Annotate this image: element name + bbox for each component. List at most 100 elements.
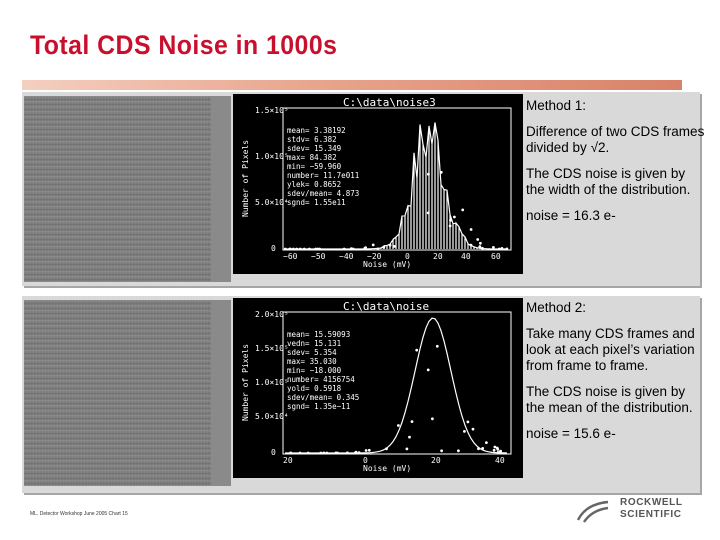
method2-panel: C:\data\noise Number of Pixels Noise (mV… [22, 296, 700, 493]
histogram-dot [481, 446, 485, 450]
method2-text: Method 2: Take many CDS frames and look … [526, 300, 706, 452]
histogram-dot [480, 246, 484, 250]
histogram-dot [430, 417, 434, 421]
histogram-dot [385, 447, 388, 451]
x-tick: 20 [431, 456, 441, 465]
method2-histogram-svg [282, 311, 512, 455]
histogram-dot [405, 447, 409, 451]
image-edge-strip [211, 96, 231, 282]
y-tick: 1.5×10⁵ [255, 344, 289, 353]
stat-line: number= 11.7e011 [287, 171, 360, 180]
histogram-dot [466, 420, 470, 424]
histogram-dot [426, 211, 430, 215]
histogram-dot [471, 427, 475, 431]
stat-line: vedn= 15.131 [287, 339, 342, 348]
slide-footer: ML. Detector Workshop June 2005 Chart 15 [30, 511, 128, 517]
x-tick: 40 [495, 456, 505, 465]
image-edge-strip [211, 300, 231, 486]
logo-mark-icon [576, 500, 609, 523]
histogram-dot [298, 451, 302, 455]
histogram-dot [497, 247, 501, 251]
y-tick: 1.0×10⁵ [255, 152, 289, 161]
plot-title: C:\data\noise [343, 300, 430, 313]
histogram-dot [371, 243, 375, 247]
method1-histogram-svg [282, 107, 512, 251]
stat-line: max= 84.382 [287, 153, 337, 162]
x-tick: 60 [491, 252, 501, 261]
histogram-dot [283, 247, 287, 251]
histogram-dot [477, 447, 480, 451]
histogram-dot [364, 449, 368, 452]
plot-title: C:\data\noise3 [343, 96, 436, 109]
stat-line: stdv= 6.382 [287, 135, 337, 144]
stat-line: number= 4156754 [287, 375, 355, 384]
x-tick: 40 [461, 252, 471, 261]
histogram-dot [499, 449, 503, 453]
method1-panel: C:\data\noise3 Number of Pixels Noise (m… [22, 92, 704, 286]
histogram-dot [357, 451, 361, 455]
histogram-dot [306, 451, 310, 455]
histogram-dot [314, 247, 317, 251]
method2-line2: The CDS noise is given by the mean of th… [526, 384, 693, 415]
method1-result: noise = 16.3 e- [526, 208, 616, 223]
histogram-dot [351, 247, 355, 251]
histogram-dot [492, 448, 496, 452]
histogram-dot [484, 441, 488, 445]
method1-heading: Method 1: [526, 98, 587, 113]
histogram-dot [302, 247, 306, 251]
stat-line: sdev= 15.349 [287, 144, 342, 153]
histogram-dot [295, 247, 299, 251]
stat-line: sdev/mean= 4.873 [287, 189, 360, 198]
histogram-dot [415, 348, 419, 352]
logo-line2: SCIENTIFIC [620, 509, 682, 520]
y-tick: 2.0×10⁵ [255, 310, 289, 319]
x-tick: 0 [405, 252, 410, 261]
method2-heading: Method 2: [526, 300, 587, 315]
stat-line: min= −59.960 [287, 162, 342, 171]
histogram-dot [426, 172, 430, 176]
histogram-dot [307, 247, 311, 251]
y-tick: 1.5×10⁵ [255, 106, 289, 115]
histogram-stats: mean= 3.38192 stdv= 6.382 sdev= 15.349 m… [287, 126, 359, 207]
rockwell-scientific-logo: ROCKWELL SCIENTIFIC [576, 497, 686, 527]
y-tick: 1.0×10⁵ [255, 378, 289, 387]
histogram-dot [322, 451, 326, 455]
plot-frame [282, 107, 512, 251]
x-axis-label: Noise (mV) [363, 464, 412, 473]
histogram-dot [364, 247, 367, 251]
histogram-dot [461, 208, 465, 212]
histogram-dot [392, 244, 396, 248]
method1-text: Method 1: Difference of two CDS frames d… [526, 98, 706, 234]
histogram-dot [382, 245, 386, 249]
histogram-dot [325, 451, 329, 455]
histogram-dot [334, 451, 338, 455]
method2-result: noise = 15.6 e- [526, 426, 616, 441]
histogram-dot [388, 243, 392, 247]
stat-line: ylek= 0.8652 [287, 180, 342, 189]
histogram-stats: mean= 15.59093 vedn= 15.131 sdev= 5.354 … [287, 330, 359, 411]
stat-line: min= −18.000 [287, 366, 342, 375]
method2-line1: Take many CDS frames and look at each pi… [526, 326, 695, 373]
histogram-dot [292, 247, 295, 251]
stat-line: sgnd= 1.35e−11 [287, 402, 351, 411]
y-axis-label: Number of Pixels [241, 343, 251, 422]
stat-line: sgnd= 1.55e11 [287, 198, 346, 207]
method1-histogram: C:\data\noise3 Number of Pixels Noise (m… [233, 94, 523, 274]
stat-line: sdev= 5.354 [287, 348, 337, 357]
cds-frame-image [24, 300, 211, 486]
histogram-dot [408, 435, 411, 439]
histogram-dot [478, 245, 482, 249]
histogram-dot [492, 245, 495, 249]
method1-line1: Difference of two CDS frames divided by … [526, 124, 706, 156]
stat-line: yold= 0.5918 [287, 384, 342, 393]
histogram-dot [462, 429, 466, 433]
histogram-dot [440, 449, 444, 453]
x-tick: −50 [311, 252, 326, 261]
slide-title: Total CDS Noise in 1000s [30, 30, 338, 60]
x-tick: 20 [433, 252, 443, 261]
histogram-dot [476, 238, 480, 241]
histogram-dot [478, 241, 482, 245]
y-tick: 5.0×10⁴ [255, 198, 289, 207]
histogram-dot [289, 451, 293, 455]
histogram-dot [316, 247, 319, 251]
